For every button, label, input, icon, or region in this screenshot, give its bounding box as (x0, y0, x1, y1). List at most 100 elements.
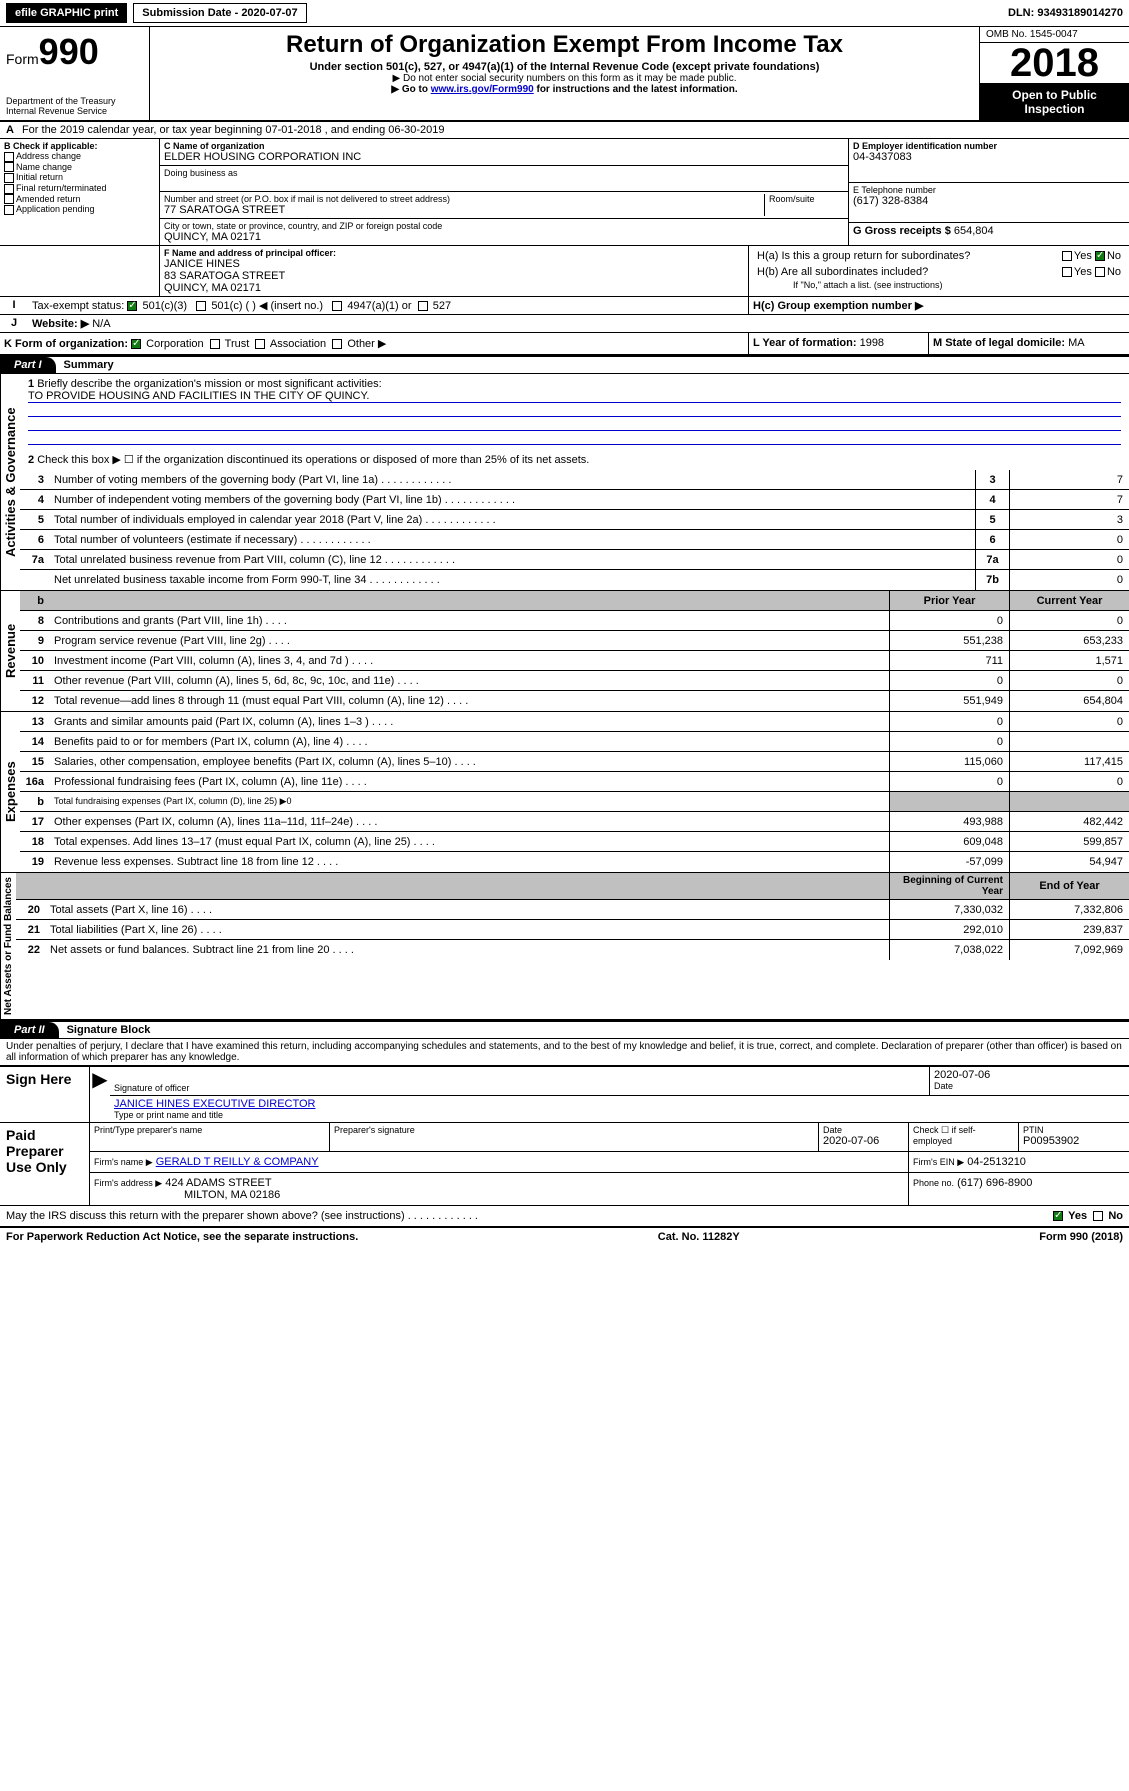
501c-check[interactable] (196, 301, 206, 311)
form-subtitle: Under section 501(c), 527, or 4947(a)(1)… (158, 61, 971, 73)
officer-label: F Name and address of principal officer: (164, 248, 744, 258)
sidebar-net: Net Assets or Fund Balances (0, 873, 16, 1019)
checkbox-address[interactable] (4, 152, 14, 162)
discuss-no[interactable] (1093, 1211, 1103, 1221)
current-value: 117,415 (1009, 752, 1129, 771)
hb-no[interactable] (1095, 267, 1105, 277)
line-text: Number of independent voting members of … (50, 492, 975, 508)
begin-year-header: Beginning of Current Year (889, 873, 1009, 899)
expenses-section: Expenses 13 Grants and similar amounts p… (0, 712, 1129, 873)
checkbox-final[interactable] (4, 184, 14, 194)
line-num: 11 (20, 675, 50, 687)
open-public: Open to Public Inspection (980, 84, 1129, 120)
firm-addr-label: Firm's address ▶ (94, 1178, 162, 1188)
gross-value: 654,804 (954, 225, 994, 237)
typed-label: Type or print name and title (114, 1110, 1125, 1120)
hb-yes[interactable] (1062, 267, 1072, 277)
ha-no[interactable] (1095, 251, 1105, 261)
prep-sig-label: Preparer's signature (334, 1125, 814, 1135)
ha-label: H(a) Is this a group return for subordin… (757, 250, 970, 262)
footer-mid: Cat. No. 11282Y (658, 1231, 740, 1243)
current-value: 54,947 (1009, 852, 1129, 872)
top-bar: efile GRAPHIC print Submission Date - 20… (0, 0, 1129, 27)
part1-title: Summary (56, 359, 114, 371)
line-value: 7 (1009, 470, 1129, 489)
line-text: Other expenses (Part IX, column (A), lin… (50, 814, 889, 830)
org-name-label: C Name of organization (164, 141, 844, 151)
line-num: 14 (20, 736, 50, 748)
checkbox-pending[interactable] (4, 205, 14, 215)
dba-label: Doing business as (164, 168, 844, 178)
typed-name: JANICE HINES EXECUTIVE DIRECTOR (114, 1098, 1125, 1110)
line-num: 6 (20, 534, 50, 546)
line-num: 16a (20, 776, 50, 788)
checkbox-amended[interactable] (4, 194, 14, 204)
current-value: 0 (1009, 611, 1129, 630)
firm-name-label: Firm's name ▶ (94, 1157, 153, 1167)
footer-right: Form 990 (2018) (1039, 1231, 1123, 1243)
l1-label: Briefly describe the organization's miss… (37, 378, 381, 390)
submission-date: Submission Date - 2020-07-07 (133, 3, 306, 23)
discuss-row: May the IRS discuss this return with the… (0, 1206, 1129, 1227)
firm-name[interactable]: GERALD T REILLY & COMPANY (156, 1156, 319, 1168)
prior-value: 0 (889, 712, 1009, 731)
current-year-header: Current Year (1009, 591, 1129, 610)
tax-year: 2018 (980, 43, 1129, 84)
current-value (1009, 732, 1129, 751)
net-assets-section: Net Assets or Fund Balances Beginning of… (0, 873, 1129, 1021)
line-text: Benefits paid to or for members (Part IX… (50, 734, 889, 750)
current-value (1009, 792, 1129, 811)
checkbox-name[interactable] (4, 162, 14, 172)
line-num: 13 (20, 716, 50, 728)
ha-yes[interactable] (1062, 251, 1072, 261)
department: Department of the Treasury Internal Reve… (6, 96, 143, 116)
prior-value: 115,060 (889, 752, 1009, 771)
checkbox-initial[interactable] (4, 173, 14, 183)
assoc-check[interactable] (255, 339, 265, 349)
current-value: 0 (1009, 712, 1129, 731)
other-check[interactable] (332, 339, 342, 349)
line-value: 0 (1009, 530, 1129, 549)
4947-check[interactable] (332, 301, 342, 311)
efile-button[interactable]: efile GRAPHIC print (6, 3, 127, 23)
firm-addr1: 424 ADAMS STREET (165, 1177, 271, 1189)
527-check[interactable] (418, 301, 428, 311)
current-value: 7,092,969 (1009, 940, 1129, 960)
irs-link[interactable]: www.irs.gov/Form990 (431, 84, 534, 95)
form-990: 990 (39, 31, 99, 72)
section-j: J Website: ▶ N/A (0, 315, 1129, 333)
corp-check[interactable] (131, 339, 141, 349)
prep-phone-label: Phone no. (913, 1178, 954, 1188)
line-text: Total unrelated business revenue from Pa… (50, 552, 975, 568)
prior-value (889, 792, 1009, 811)
501c3-check[interactable] (127, 301, 137, 311)
firm-addr2: MILTON, MA 02186 (94, 1189, 904, 1201)
line-text: Total assets (Part X, line 16) . . . . (46, 902, 889, 918)
prior-value: 0 (889, 732, 1009, 751)
trust-check[interactable] (210, 339, 220, 349)
part2-header: Part II Signature Block (0, 1021, 1129, 1039)
line-text: Contributions and grants (Part VIII, lin… (50, 613, 889, 629)
discuss-yes[interactable] (1053, 1211, 1063, 1221)
line-num: 21 (16, 924, 46, 936)
phone-value: (617) 328-8384 (853, 195, 1125, 207)
section-i: I Tax-exempt status: 501(c)(3) 501(c) ( … (0, 297, 1129, 315)
line-num: 19 (20, 856, 50, 868)
line-cell-num: 5 (975, 510, 1009, 529)
line-num: 3 (20, 474, 50, 486)
phone-label: E Telephone number (853, 185, 1125, 195)
ein-value: 04-3437083 (853, 151, 1125, 163)
signature-section: Sign Here ▶ Signature of officer 2020-07… (0, 1065, 1129, 1206)
prior-value: 0 (889, 611, 1009, 630)
current-value: 482,442 (1009, 812, 1129, 831)
footer-left: For Paperwork Reduction Act Notice, see … (6, 1231, 358, 1243)
street-address: 77 SARATOGA STREET (164, 204, 764, 216)
prior-value: 7,038,022 (889, 940, 1009, 960)
prior-year-header: Prior Year (889, 591, 1009, 610)
addr-label: Number and street (or P.O. box if mail i… (164, 194, 764, 204)
prep-name-label: Print/Type preparer's name (94, 1125, 325, 1135)
end-year-header: End of Year (1009, 873, 1129, 899)
hb-label: H(b) Are all subordinates included? (757, 266, 928, 278)
line-num: 20 (16, 904, 46, 916)
hc-label: H(c) Group exemption number ▶ (753, 300, 923, 312)
